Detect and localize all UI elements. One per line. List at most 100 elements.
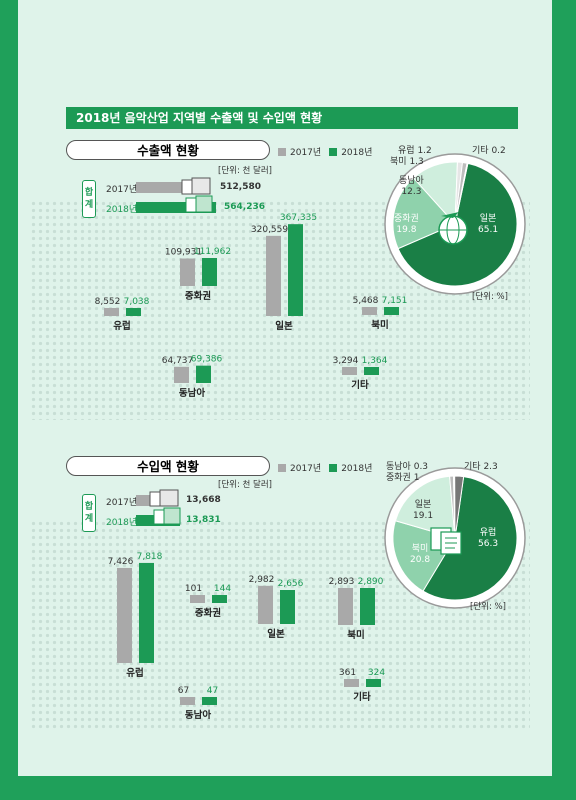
bar-2018 (366, 679, 381, 687)
import-pie-label-japan: 일본 19.1 (413, 500, 434, 521)
bar-value-2017: 101 (185, 584, 202, 594)
import-pie-unit: [단위: %] (470, 602, 506, 612)
import-unit: [단위: 천 달러] (218, 480, 273, 490)
export-total-badge: 합계 (82, 180, 96, 218)
bar-2017 (180, 697, 195, 705)
export-pie-label-china: 중화권 19.8 (394, 214, 419, 235)
bar-value-2018: 7,038 (124, 297, 150, 307)
legend-2017-swatch (278, 147, 286, 156)
legend-2018-label: 2018년 (341, 148, 373, 158)
export-total-2017-bar (136, 182, 208, 193)
bar-value-2017: 67 (178, 686, 189, 696)
legend-2017-label: 2017년 (290, 148, 322, 158)
globe-plane-icon (438, 212, 468, 245)
bar-value-2018: 47 (207, 686, 218, 696)
bar-category-label: 기타 (353, 691, 371, 703)
export-pie-label-namerica: 북미 1.3 (390, 157, 424, 167)
bar-value-2017: 7,426 (108, 557, 134, 567)
bar-value-2017: 361 (339, 668, 356, 678)
export-legend: 2017년 2018년 (278, 145, 372, 158)
export-pie-label-seasia: 동남아 12.3 (399, 176, 424, 197)
legend-2017-swatch (278, 463, 286, 472)
bar-value-2017: 320,559 (251, 225, 288, 235)
bar-2018 (212, 595, 227, 603)
bar-category-label: 동남아 (185, 709, 211, 721)
export-pie-label-etc: 기타 0.2 (472, 146, 506, 156)
bar-2018 (139, 562, 154, 663)
bar-2017 (190, 595, 205, 603)
pie-slice (394, 475, 456, 539)
bar-2017 (344, 679, 359, 687)
bar-2018 (364, 367, 379, 375)
bar-value-2017: 64,737 (162, 356, 194, 366)
import-heading: 수입액 현황 (66, 456, 270, 476)
legend-2017-label: 2017년 (290, 464, 322, 474)
bar-value-2018: 7,151 (382, 296, 408, 306)
export-pie-unit: [단위: %] (472, 292, 508, 302)
bar-2018 (280, 590, 295, 624)
bar-category-label: 중화권 (185, 290, 211, 302)
bar-category-label: 중화권 (195, 607, 221, 619)
import-pie-chart (384, 467, 526, 609)
pie-slice (454, 475, 465, 539)
left-frame-band (0, 0, 18, 800)
import-pie-label-etc: 기타 2.3 (464, 462, 498, 472)
legend-2018-swatch (329, 463, 338, 472)
bar-value-2018: 111,962 (194, 247, 231, 257)
bar-2017 (174, 366, 189, 383)
import-total-2017-value: 13,668 (186, 495, 221, 505)
export-pie-label-japan: 일본 65.1 (478, 214, 499, 235)
bar-value-2017: 109,931 (165, 248, 202, 258)
bar-value-2018: 2,656 (278, 579, 304, 589)
bar-value-2017: 5,468 (353, 296, 379, 306)
bar-2018 (360, 588, 375, 625)
bar-category-label: 일본 (267, 628, 285, 640)
bar-2017 (180, 258, 195, 286)
bar-value-2018: 367,335 (280, 213, 317, 223)
bar-category-label: 동남아 (179, 387, 205, 399)
bar-2018 (202, 697, 217, 705)
bar-2017 (338, 587, 353, 625)
bar-value-2018: 324 (368, 668, 385, 678)
import-total-badge: 합계 (82, 494, 96, 532)
export-total-2017-label: 2017년 (106, 185, 138, 195)
bar-2017 (266, 235, 281, 316)
bar-2017 (342, 367, 357, 375)
bar-category-label: 북미 (347, 629, 364, 641)
bar-2018 (384, 307, 399, 315)
bar-2017 (362, 307, 377, 315)
bar-value-2017: 3,294 (333, 356, 359, 366)
bottom-frame-band (0, 776, 576, 800)
import-total-2017-label: 2017년 (106, 498, 138, 508)
bar-2018 (288, 224, 303, 316)
bar-category-label: 북미 (371, 319, 388, 331)
export-heading: 수출액 현황 (66, 140, 270, 160)
legend-2018-swatch (329, 147, 338, 156)
bar-value-2017: 2,982 (249, 575, 275, 585)
bar-value-2018: 7,818 (137, 552, 163, 562)
records-stack-icon (149, 489, 181, 525)
main-title: 2018년 음악산업 지역별 수출액 및 수입액 현황 (66, 107, 518, 129)
export-total-2017-value: 512,580 (220, 182, 261, 192)
pie-slice (392, 177, 456, 250)
export-total-2018-bar (136, 202, 216, 213)
bar-value-2018: 69,386 (191, 355, 223, 365)
import-pie-label-europe: 유럽 56.3 (478, 528, 499, 549)
bar-value-2017: 8,552 (95, 297, 121, 307)
bar-2017 (258, 585, 273, 624)
bar-category-label: 일본 (275, 320, 293, 332)
import-total-2018-label: 2018년 (106, 518, 138, 528)
bar-category-label: 유럽 (126, 667, 143, 679)
bar-2018 (196, 365, 211, 383)
export-unit: [단위: 천 달러] (218, 166, 273, 176)
bar-value-2018: 1,364 (362, 356, 388, 366)
pie-slice (454, 162, 469, 225)
bar-category-label: 기타 (351, 379, 369, 391)
import-pie-label-namerica: 북미 20.8 (410, 544, 431, 565)
export-total-2018-label: 2018년 (106, 205, 138, 215)
import-pie-label-seasia: 동남아 0.3 (386, 462, 429, 472)
pie-slice (422, 476, 518, 601)
bar-value-2018: 2,890 (358, 577, 384, 587)
